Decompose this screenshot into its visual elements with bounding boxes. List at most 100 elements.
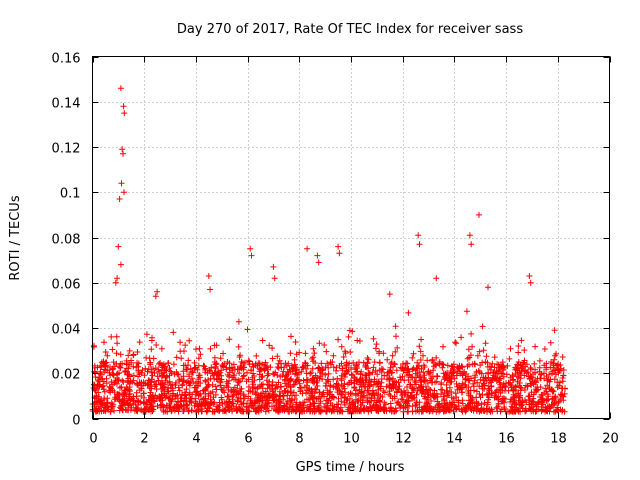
data-point bbox=[556, 379, 563, 386]
data-point bbox=[527, 279, 534, 286]
data-point bbox=[158, 345, 165, 352]
data-point bbox=[531, 360, 538, 367]
data-point bbox=[322, 371, 329, 378]
data-point bbox=[336, 387, 343, 394]
data-point bbox=[207, 345, 214, 352]
data-point bbox=[274, 364, 281, 370]
data-point bbox=[311, 350, 318, 357]
data-point bbox=[303, 382, 310, 389]
data-point bbox=[364, 387, 371, 394]
x-tick-label: 6 bbox=[244, 432, 252, 447]
data-point bbox=[392, 323, 399, 330]
data-point bbox=[446, 384, 453, 391]
data-point bbox=[373, 378, 380, 385]
data-point bbox=[389, 395, 396, 402]
data-point bbox=[293, 351, 300, 358]
data-point bbox=[243, 408, 250, 414]
data-point bbox=[117, 364, 124, 371]
data-point bbox=[443, 381, 450, 388]
data-point bbox=[433, 275, 440, 282]
data-point bbox=[493, 374, 499, 381]
data-point bbox=[555, 366, 562, 373]
data-point bbox=[349, 399, 356, 406]
data-point bbox=[380, 407, 387, 414]
data-point bbox=[113, 380, 120, 387]
data-point bbox=[489, 376, 496, 383]
data-point bbox=[249, 360, 256, 367]
y-tick-label: 0.08 bbox=[52, 233, 81, 248]
data-point bbox=[281, 402, 287, 409]
data-point bbox=[170, 405, 177, 412]
data-point bbox=[273, 381, 280, 388]
data-point bbox=[363, 364, 370, 371]
data-point bbox=[214, 406, 221, 413]
data-point bbox=[309, 395, 316, 402]
data-point bbox=[481, 400, 488, 406]
y-tick-label: 0.16 bbox=[52, 52, 81, 67]
data-point bbox=[277, 407, 284, 414]
data-point bbox=[335, 404, 342, 411]
data-point bbox=[315, 402, 322, 409]
data-point bbox=[109, 346, 116, 353]
data-point bbox=[400, 403, 407, 410]
data-point bbox=[477, 362, 484, 369]
data-point bbox=[193, 346, 199, 353]
data-point bbox=[315, 395, 322, 402]
data-point bbox=[424, 380, 431, 386]
data-point bbox=[500, 366, 507, 373]
data-point bbox=[546, 378, 553, 385]
data-point bbox=[150, 355, 157, 362]
data-point bbox=[167, 397, 174, 404]
data-point bbox=[103, 380, 110, 387]
data-point bbox=[259, 337, 266, 344]
data-point bbox=[283, 383, 290, 390]
data-point bbox=[293, 370, 300, 377]
data-point bbox=[207, 390, 214, 397]
data-point bbox=[117, 404, 124, 411]
data-point bbox=[321, 342, 328, 348]
data-point bbox=[523, 370, 530, 377]
data-point bbox=[157, 394, 164, 401]
data-point bbox=[538, 370, 545, 377]
data-point bbox=[100, 383, 107, 389]
data-point bbox=[139, 367, 146, 374]
data-point bbox=[554, 404, 561, 411]
data-point bbox=[357, 370, 364, 377]
data-point bbox=[209, 381, 216, 388]
data-point bbox=[148, 385, 155, 392]
data-point bbox=[476, 348, 483, 355]
data-point bbox=[557, 406, 564, 413]
data-point bbox=[527, 373, 534, 380]
data-point bbox=[303, 389, 309, 396]
data-point bbox=[271, 275, 278, 282]
data-point bbox=[409, 354, 416, 361]
data-point bbox=[504, 362, 511, 369]
data-point bbox=[289, 364, 296, 371]
data-point bbox=[409, 366, 416, 373]
data-point bbox=[479, 323, 486, 330]
data-point bbox=[107, 372, 114, 379]
data-point bbox=[343, 361, 350, 368]
data-point bbox=[458, 334, 465, 341]
data-point bbox=[323, 380, 330, 387]
data-point bbox=[101, 339, 107, 346]
data-point bbox=[173, 354, 180, 361]
data-point bbox=[114, 340, 121, 347]
data-point bbox=[248, 367, 255, 374]
data-point bbox=[104, 399, 111, 406]
data-point bbox=[429, 373, 436, 380]
data-point bbox=[467, 393, 474, 400]
data-point bbox=[393, 367, 400, 374]
data-point bbox=[553, 407, 560, 414]
data-point bbox=[463, 407, 470, 414]
data-point bbox=[316, 340, 323, 347]
data-point bbox=[414, 407, 421, 414]
data-point bbox=[497, 408, 504, 415]
data-point bbox=[202, 399, 209, 406]
data-point bbox=[455, 365, 462, 372]
data-point bbox=[482, 359, 489, 365]
data-point bbox=[322, 407, 329, 414]
data-point bbox=[374, 406, 381, 413]
data-point bbox=[291, 396, 298, 402]
data-point bbox=[345, 333, 352, 340]
